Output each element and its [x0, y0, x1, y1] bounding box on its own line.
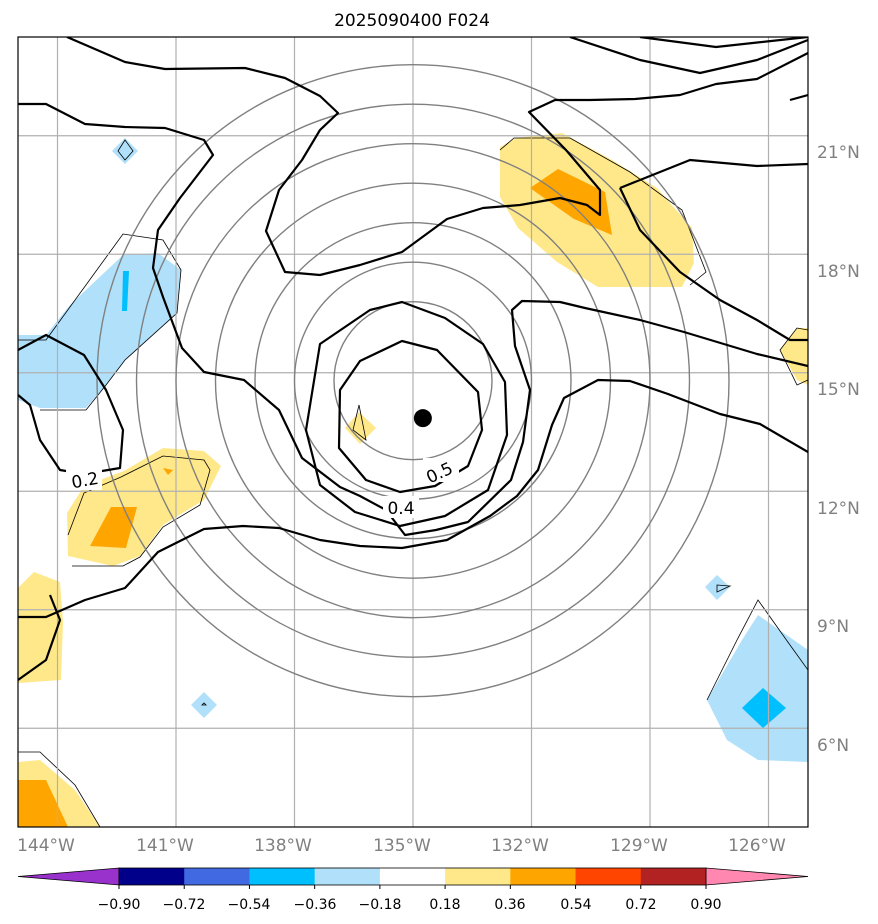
shading-outline: [779, 327, 808, 386]
negative-diamond-top: [112, 138, 138, 164]
contour-0.2-west: [18, 333, 125, 476]
colorbar-segment: [379, 868, 446, 885]
storm-center-marker: [413, 409, 432, 428]
range-ring: [135, 103, 691, 658]
colorbar-tick-label: 0.90: [690, 897, 721, 913]
lat-tick-label: 15°N: [817, 380, 860, 400]
colorbar-tick-label: −0.36: [294, 897, 337, 913]
colorbar-tick-label: 0.18: [429, 897, 460, 913]
lat-tick-label: 18°N: [817, 262, 860, 282]
contour-0.4: [304, 300, 509, 528]
colorbar-tick-label: −0.18: [359, 897, 402, 913]
lat-tick-label: 21°N: [817, 143, 860, 163]
colorbar-segment: [575, 868, 642, 885]
colorbar-tick-label: 0.54: [560, 897, 591, 913]
contour-sw: [18, 594, 62, 681]
negative-diamond-se: [705, 575, 730, 600]
map-frame: [17, 36, 809, 828]
chart-title: 2025090400 F024: [334, 11, 490, 31]
colorbar-segment: [119, 868, 185, 885]
shading-outline: [67, 455, 211, 567]
positive-core-ne: [530, 169, 612, 235]
lon-tick-label: 129°W: [610, 836, 668, 856]
shading-outline: [18, 233, 182, 411]
colorbar-segment: [314, 868, 381, 885]
contour-east: [619, 158, 808, 190]
shading-outline: [716, 584, 732, 593]
colorbar-extend-min: [17, 867, 120, 886]
positive-shade-center: [345, 412, 376, 444]
range-ring: [254, 221, 572, 540]
colorbar-segment: [445, 868, 511, 885]
label-backing: [383, 496, 419, 518]
positive-shade-east: [780, 328, 808, 385]
colorbar-extend-max: [705, 867, 809, 886]
map-area: 0.2 0.5 0.4: [18, 37, 808, 827]
lat-tick-label: 9°N: [817, 617, 849, 637]
lat-tick-labels: 6°N 9°N 12°N 15°N 18°N 21°N: [817, 143, 860, 756]
colorbar-tick-labels: −0.90 −0.72 −0.54 −0.36 −0.18 0.18 0.36 …: [98, 897, 722, 913]
range-ring: [333, 300, 493, 461]
negative-core-se: [742, 688, 786, 728]
contour-label-group: 0.2 0.5 0.4: [66, 458, 459, 519]
filled-shading: [18, 133, 808, 827]
negative-shade-se: [707, 615, 808, 762]
shading-outline: [499, 137, 707, 286]
lon-tick-label: 132°W: [491, 836, 549, 856]
contour-label-0.4: 0.4: [387, 499, 414, 519]
range-rings: [96, 63, 730, 698]
lon-tick-labels: 144°W 141°W 138°W 135°W 132°W 129°W 126°…: [17, 836, 786, 856]
lon-tick-label: 144°W: [17, 836, 75, 856]
contour-mid-band: [66, 37, 808, 277]
contour-lower: [18, 378, 808, 619]
shading-outline: [352, 404, 367, 441]
colorbar-segment: [249, 868, 316, 885]
lat-tick-label: 12°N: [817, 499, 860, 519]
contour-inner-0.5: [337, 339, 484, 494]
colorbar-tick-label: −0.54: [228, 897, 271, 913]
colorbar-tick-label: −0.72: [163, 897, 206, 913]
lat-tick-label: 6°N: [817, 736, 849, 756]
label-backing: [66, 468, 102, 490]
contour-upper: [18, 102, 808, 537]
positive-core-west: [90, 507, 137, 548]
lon-tick-label: 135°W: [373, 836, 431, 856]
lat-lon-grid: [18, 37, 808, 827]
shading-outline: [201, 702, 207, 706]
label-backing: [423, 458, 459, 482]
negative-shade-nw: [18, 253, 181, 408]
contour-label-0.2: 0.2: [70, 469, 100, 493]
positive-core-corner: [18, 780, 68, 827]
colorbar-segment: [640, 868, 707, 885]
colorbar-tick-label: 0.36: [494, 897, 525, 913]
colorbar: [17, 867, 809, 889]
lon-tick-label: 138°W: [254, 836, 312, 856]
contour-lines: [18, 37, 808, 681]
colorbar-tick-label: 0.72: [625, 897, 656, 913]
colorbar-frame: [118, 867, 707, 886]
contour-top-right2: [639, 37, 808, 49]
range-ring: [96, 63, 730, 698]
shading-outline: [706, 599, 808, 701]
lon-tick-label: 126°W: [728, 836, 786, 856]
positive-core-west-small: [163, 468, 173, 475]
contour-top-right: [569, 37, 808, 75]
negative-core-nw: [122, 271, 129, 311]
colorbar-segment: [510, 868, 577, 885]
colorbar-segment: [184, 868, 250, 885]
contour-far-east: [789, 93, 808, 102]
range-ring: [175, 142, 651, 619]
shading-outline: [117, 139, 134, 161]
colorbar-tick-label: −0.90: [98, 897, 141, 913]
lon-tick-label: 141°W: [136, 836, 194, 856]
shading-outlines: [18, 137, 808, 827]
contour-east2: [619, 187, 808, 342]
